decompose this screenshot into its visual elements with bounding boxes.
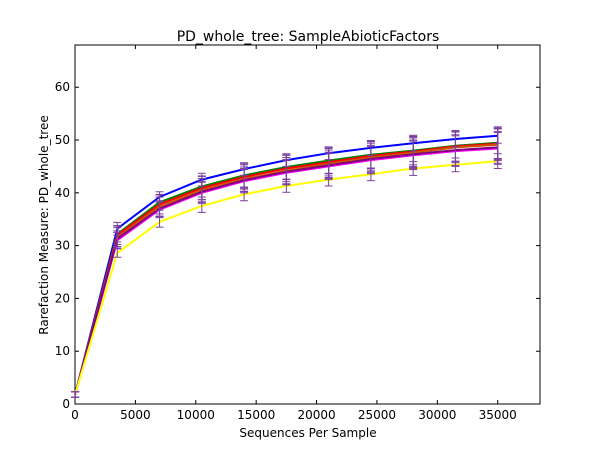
chart-title: PD_whole_tree: SampleAbioticFactors: [177, 29, 440, 45]
error-bar: [113, 230, 122, 248]
y-tick-label: 20: [55, 291, 70, 305]
x-tick-label: 15000: [237, 408, 275, 422]
y-tick-label: 60: [55, 80, 70, 94]
x-axis-label: Sequences Per Sample: [239, 426, 376, 440]
error-bar: [493, 153, 502, 170]
x-axis-ticks: 0 5000 10000 15000 20000 25000 30000 35000: [71, 45, 517, 422]
error-bar: [451, 157, 460, 173]
error-bar: [366, 167, 375, 182]
x-tick-label: 20000: [297, 408, 335, 422]
error-bar: [240, 187, 249, 202]
x-tick-label: 10000: [177, 408, 215, 422]
y-tick-label: 30: [55, 239, 70, 253]
error-bar: [113, 248, 122, 258]
error-bar: [409, 161, 418, 176]
plot-area: 0 5000 10000 15000 20000 25000 30000 35000 0 10 2…: [55, 44, 541, 422]
error-bar: [155, 216, 164, 228]
y-axis-ticks: 0 10 20 30 40 50 60: [55, 80, 540, 411]
y-tick-label: 10: [55, 344, 70, 358]
error-bar: [71, 391, 80, 398]
y-tick-label: 50: [55, 133, 70, 147]
x-tick-label: 0: [71, 408, 79, 422]
y-tick-label: 40: [55, 186, 70, 200]
y-tick-label: 0: [62, 397, 70, 411]
error-bar: [197, 199, 206, 213]
x-tick-label: 25000: [358, 408, 396, 422]
x-tick-label: 5000: [120, 408, 151, 422]
error-bar: [282, 179, 291, 193]
error-bar: [324, 172, 333, 187]
x-tick-label: 35000: [479, 408, 517, 422]
error-bars: [71, 126, 502, 398]
y-axis-label: Rarefaction Measure: PD_whole_tree: [37, 115, 51, 334]
x-tick-label: 30000: [418, 408, 456, 422]
plot-frame: [74, 44, 541, 405]
